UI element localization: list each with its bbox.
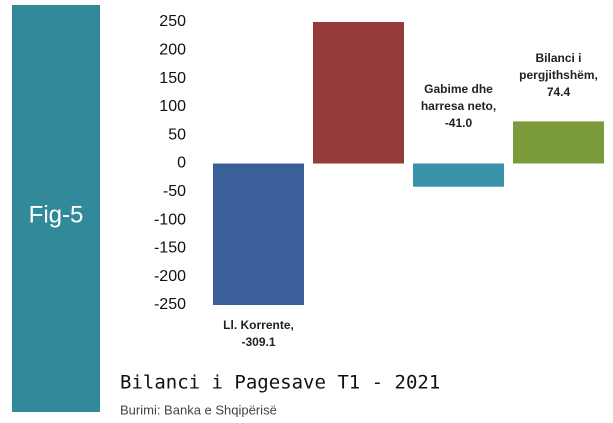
y-tick-label: 200 [159,42,186,59]
data-label: Bilanci i pergjithshëm, 74.4 [519,51,598,100]
bar [513,121,604,164]
y-tick-label: -250 [154,296,186,313]
bar [213,163,304,305]
data-label: Gabime dhe harresa neto, -41.0 [420,81,497,130]
y-tick-label: 50 [168,126,186,143]
figure-label: Fig-5 [29,201,84,228]
y-tick-label: -100 [154,211,186,228]
source: Burimi: Banka e Shqipërisë [120,402,277,417]
bar [413,163,504,187]
bar [313,22,404,164]
y-tick-label: -50 [163,183,186,200]
y-tick-label: -200 [154,268,186,285]
chart-title: Bilanci i Pagesave T1 - 2021 [120,372,440,394]
plot-area [213,22,604,305]
y-tick-label: -150 [154,240,186,257]
data-label: Ll. Korrente, -309.1 [223,318,294,349]
y-tick-label: 100 [159,98,186,115]
y-tick-label: 0 [177,155,186,172]
y-tick-label: 250 [159,13,186,30]
side-panel [12,5,100,412]
y-tick-label: 150 [159,70,186,87]
